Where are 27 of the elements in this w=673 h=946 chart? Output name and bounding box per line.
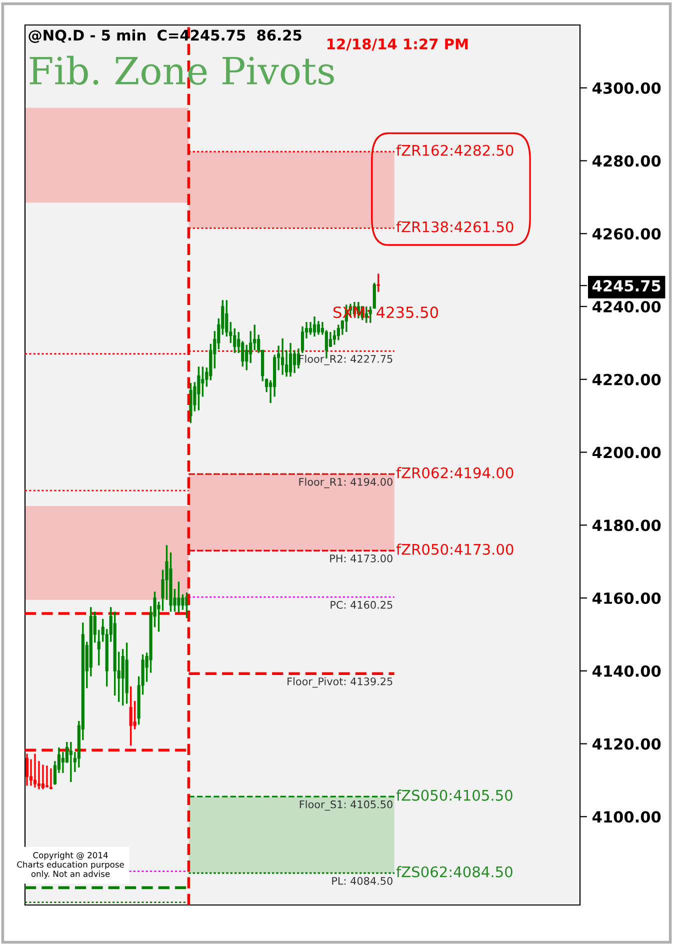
text: Fib. Zone Pivots — [30, 56, 334, 85]
annotation: 12/18/14 1:27 PM — [327, 38, 468, 51]
y-tick-label: 4245.75 — [592, 280, 660, 292]
ref-line-label: fZS062:4084.50 — [396, 866, 512, 878]
y-tick-label: 4160.00 — [592, 592, 661, 604]
ref-line-label: fZS050:4105.50 — [396, 790, 512, 801]
ref-line-label: PL: 4084.50 — [332, 876, 392, 885]
ref-line-label: fZR138:4261.50 — [396, 221, 514, 232]
ref-line-label: PC: 4160.25 — [330, 600, 392, 609]
y-tick-label: 4100.00 — [592, 811, 661, 823]
annotation: Copyright @ 2014 Charts education purpose only. Not an advise — [17, 852, 124, 879]
y-tick-label: 4240.00 — [592, 300, 661, 313]
ref-line-label: Floor_Pivot: 4139.25 — [288, 677, 392, 688]
ref-line-label: Floor_R1: 4194.00 — [299, 478, 392, 488]
y-tick-label: 4260.00 — [592, 228, 661, 240]
y-tick-label: 4180.00 — [592, 520, 661, 532]
y-tick-label: 4140.00 — [592, 665, 661, 677]
y-tick-label: 4220.00 — [592, 374, 661, 386]
ref-line-label: fZR062:4194.00 — [396, 467, 514, 478]
ref-line-label: fZR162:4282.50 — [396, 144, 514, 156]
ref-line-label: Floor_S1: 4105.50 — [300, 800, 392, 811]
ref-line-label: PH: 4173.00 — [330, 554, 392, 562]
y-tick-label: 4200.00 — [592, 446, 661, 458]
y-tick-label: 4280.00 — [592, 155, 661, 167]
ref-line-label: fZR050:4173.00 — [396, 544, 514, 555]
y-tick-label: 4120.00 — [592, 738, 661, 750]
y-tick-label: 4300.00 — [592, 82, 661, 94]
